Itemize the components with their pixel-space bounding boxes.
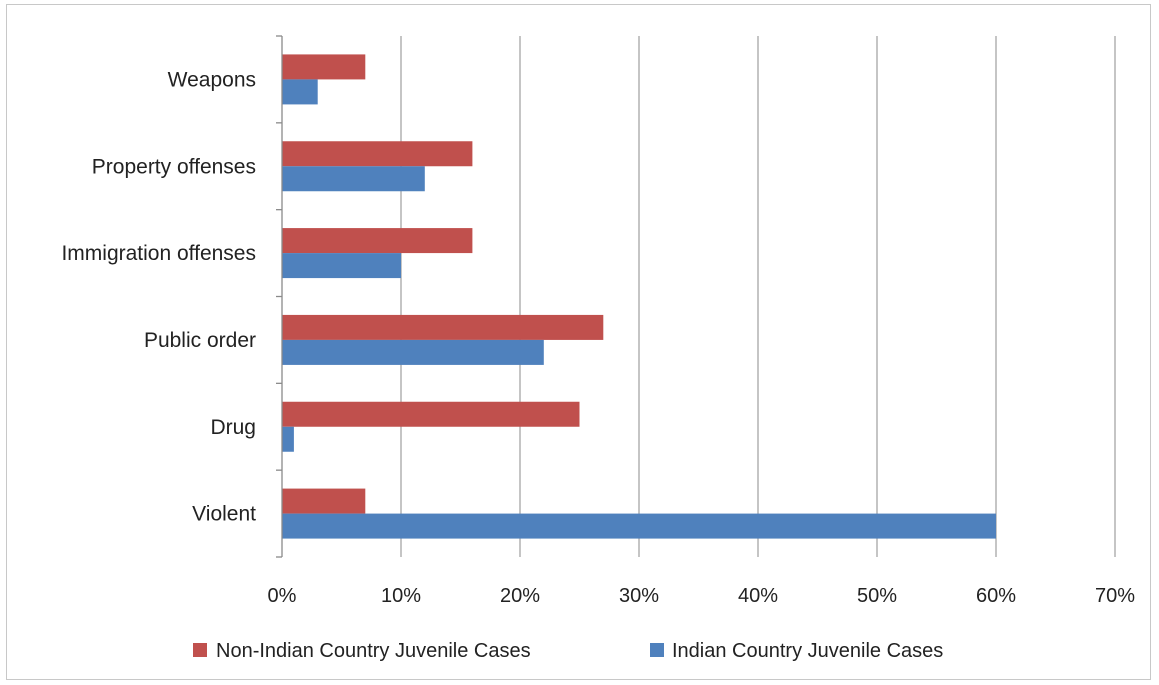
x-tick-label: 50% — [857, 585, 897, 607]
axes — [276, 35, 283, 558]
legend-label: Non-Indian Country Juvenile Cases — [216, 640, 531, 662]
x-tick-labels: 0% 10% 20% 30% 40% 50% 60% 70% — [268, 585, 1136, 607]
bar-indian-country — [282, 79, 318, 105]
legend-swatch — [650, 643, 664, 657]
category-label: Public order — [144, 329, 256, 352]
gridlines — [400, 36, 1116, 557]
chart-frame — [6, 4, 1151, 680]
x-tick-label: 60% — [976, 585, 1016, 607]
x-tick-label: 70% — [1095, 585, 1135, 607]
bars — [282, 54, 996, 539]
x-tick-label: 40% — [738, 585, 778, 607]
category-label: Weapons — [168, 68, 256, 91]
category-label: Property offenses — [92, 155, 256, 178]
category-label: Violent — [192, 503, 256, 526]
legend-label: Indian Country Juvenile Cases — [672, 640, 943, 662]
bar-indian-country — [282, 426, 294, 452]
bar-indian-country — [282, 253, 401, 279]
bar-indian-country — [282, 339, 544, 365]
category-labels: Weapons Property offenses Immigration offe… — [61, 68, 256, 525]
legend: Non-Indian Country Juvenile Cases Indian … — [193, 640, 943, 662]
legend-swatch — [193, 643, 207, 657]
category-label: Immigration offenses — [61, 242, 256, 265]
bar-non-indian-country — [282, 401, 580, 427]
bar-non-indian-country — [282, 228, 473, 254]
bar-indian-country — [282, 513, 996, 539]
category-label: Drug — [210, 416, 256, 439]
x-tick-label: 30% — [619, 585, 659, 607]
bar-indian-country — [282, 166, 425, 192]
bar-non-indian-country — [282, 141, 473, 167]
bar-non-indian-country — [282, 54, 366, 80]
bar-non-indian-country — [282, 488, 366, 514]
x-tick-label: 0% — [268, 585, 297, 607]
x-tick-label: 10% — [381, 585, 421, 607]
bar-non-indian-country — [282, 314, 604, 340]
x-tick-label: 20% — [500, 585, 540, 607]
